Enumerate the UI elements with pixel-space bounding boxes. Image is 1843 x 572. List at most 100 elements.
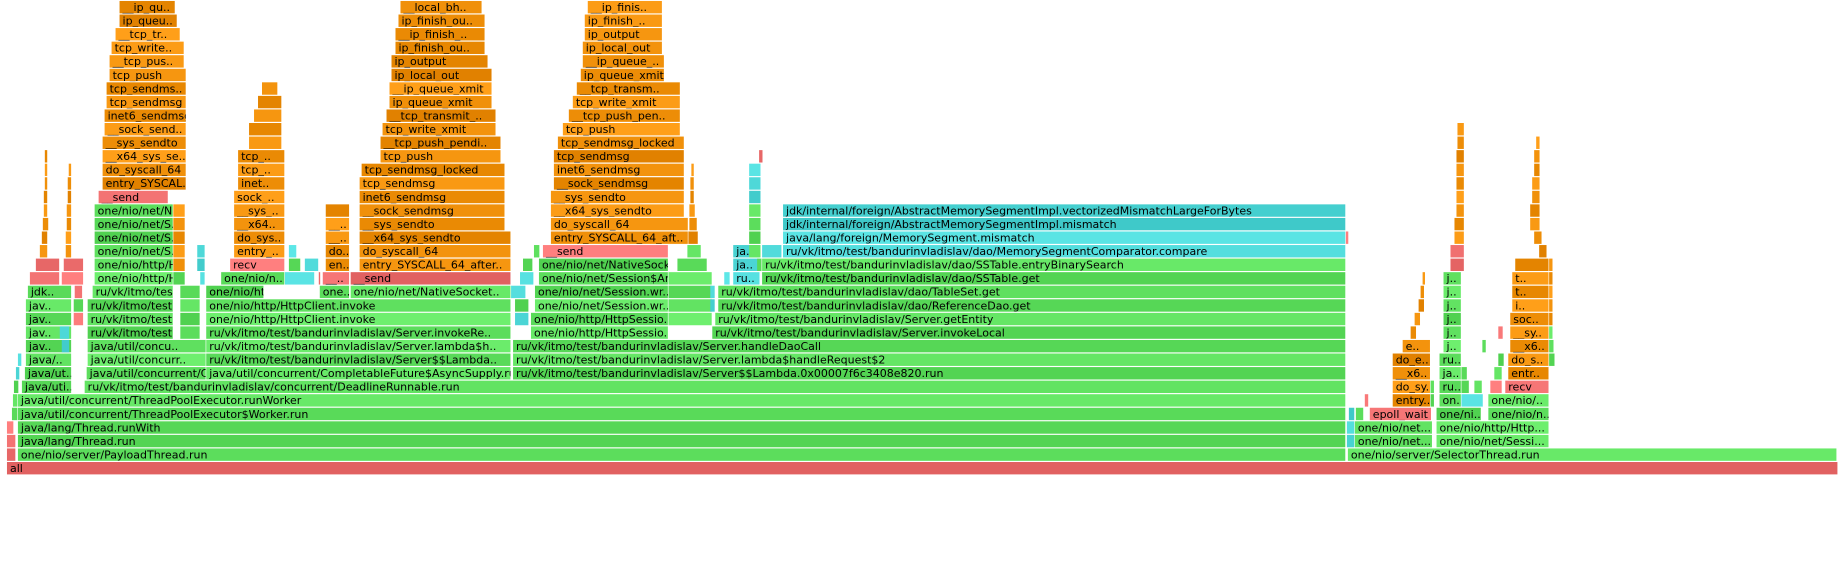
flame-frame-bar[interactable] (13, 380, 19, 394)
flame-frame[interactable]: tcp_write_xmit (382, 123, 496, 136)
flame-frame[interactable] (44, 150, 48, 163)
flame-frame-bar[interactable] (197, 245, 205, 258)
flame-frame[interactable] (42, 217, 49, 231)
flame-frame[interactable]: ru/vk/itmo/test/bandurinvladislav/dao/SS… (762, 272, 1346, 285)
flame-frame-bar[interactable] (1454, 231, 1464, 244)
flame-frame[interactable] (1534, 163, 1540, 177)
flame-frame-bar[interactable] (65, 231, 72, 244)
flame-frame[interactable]: one/nio/net/N.. (94, 204, 180, 217)
flame-frame-bar[interactable] (386, 109, 496, 122)
flame-frame-bar[interactable] (173, 258, 185, 271)
flame-frame-bar[interactable] (238, 150, 285, 163)
flame-frame-bar[interactable] (550, 217, 688, 231)
flame-frame-bar[interactable] (1534, 231, 1542, 244)
flame-frame-bar[interactable] (1346, 421, 1355, 434)
flame-frame[interactable] (1498, 326, 1503, 339)
flame-frame-bar[interactable] (111, 41, 184, 55)
flame-frame-bar[interactable] (206, 353, 511, 366)
flame-frame[interactable]: inet6_sendmsg (553, 163, 684, 177)
flame-frame[interactable] (35, 258, 60, 271)
flame-frame[interactable]: ru/vk/itmo/test/bandurinvladislav/Server… (712, 326, 1346, 339)
flame-frame[interactable] (65, 231, 72, 244)
flame-frame-bar[interactable] (1549, 312, 1553, 326)
flame-frame-bar[interactable] (400, 0, 482, 14)
flame-frame-bar[interactable] (1512, 299, 1549, 312)
flame-frame[interactable] (6, 434, 16, 448)
flame-frame[interactable] (44, 163, 48, 177)
flame-frame-bar[interactable] (562, 123, 680, 136)
flame-frame[interactable]: jav.. (25, 312, 72, 326)
flame-frame-bar[interactable] (515, 299, 529, 312)
flame-frame[interactable] (65, 245, 72, 258)
flame-frame-bar[interactable] (94, 272, 173, 285)
flame-frame-bar[interactable] (1534, 163, 1540, 177)
flame-frame[interactable] (1422, 272, 1425, 285)
flame-frame[interactable] (318, 272, 321, 285)
flame-frame[interactable]: one/nio/net/Sessi... (1436, 434, 1549, 448)
flame-frame[interactable] (173, 272, 185, 285)
flame-frame[interactable]: __sock_sendmsg (359, 204, 505, 217)
flame-frame[interactable] (61, 339, 70, 353)
flame-frame-bar[interactable] (538, 258, 668, 271)
flame-frame[interactable]: ru/vk/itmo/test/bandurinvladislav/Server… (513, 339, 1346, 353)
flame-frame-bar[interactable] (783, 204, 1346, 217)
flame-frame-bar[interactable] (1539, 245, 1547, 258)
flame-frame[interactable]: __local_bh.. (400, 0, 482, 14)
flame-frame-bar[interactable] (92, 285, 173, 299)
flame-frame-bar[interactable] (238, 177, 285, 190)
flame-frame[interactable]: java/util/concurrent/ThreadPoolExecutor$… (17, 407, 1346, 421)
flame-frame[interactable] (677, 258, 707, 271)
flame-frame-bar[interactable] (6, 448, 16, 461)
flame-frame-bar[interactable] (359, 245, 511, 258)
flame-frame[interactable] (1456, 177, 1464, 190)
flame-frame[interactable]: __tcp_push_pendi.. (380, 136, 501, 150)
flame-frame[interactable] (325, 204, 350, 217)
flame-frame-bar[interactable] (1439, 353, 1461, 366)
flame-frame-bar[interactable] (398, 14, 485, 27)
flame-frame[interactable]: inet6_sendmsg (104, 109, 192, 122)
flame-frame-bar[interactable] (668, 272, 712, 285)
flame-frame-bar[interactable] (1494, 367, 1502, 380)
flame-frame-bar[interactable] (1456, 190, 1464, 204)
flame-frame[interactable] (74, 285, 83, 299)
flame-frame-bar[interactable] (1549, 339, 1554, 353)
flame-frame-bar[interactable] (1364, 394, 1369, 407)
flame-frame-bar[interactable] (173, 204, 185, 217)
flame-frame[interactable] (61, 272, 84, 285)
flame-frame-bar[interactable] (584, 14, 662, 27)
flame-frame[interactable]: jdk.. (27, 285, 72, 299)
flame-frame[interactable]: one/nio/net/NativeSock.. (538, 258, 677, 272)
flame-frame-bar[interactable] (73, 299, 84, 312)
flame-frame-bar[interactable] (288, 245, 297, 258)
flame-frame-bar[interactable] (119, 14, 177, 27)
flame-frame-bar[interactable] (61, 339, 70, 353)
flame-frame-bar[interactable] (25, 312, 72, 326)
flame-frame[interactable] (43, 190, 48, 204)
flame-frame-bar[interactable] (749, 245, 761, 258)
flame-frame[interactable] (1364, 394, 1369, 407)
flame-frame-bar[interactable] (1392, 367, 1430, 380)
flame-frame[interactable] (749, 177, 761, 190)
flame-frame[interactable]: tcp_push (380, 150, 501, 163)
flame-frame[interactable]: __ip_queue_.. (582, 55, 664, 68)
flame-frame-bar[interactable] (59, 326, 70, 339)
flame-frame-bar[interactable] (200, 272, 205, 285)
flame-frame[interactable]: tcp_sendmsg_locked (361, 163, 505, 177)
flame-frame-bar[interactable] (94, 245, 173, 258)
flame-frame[interactable] (710, 299, 715, 312)
flame-frame-bar[interactable] (1482, 339, 1486, 353)
flame-frame[interactable] (13, 380, 19, 394)
flame-frame[interactable] (759, 150, 763, 163)
flame-frame-bar[interactable] (690, 190, 694, 204)
flame-frame-bar[interactable] (102, 150, 186, 163)
flame-frame-bar[interactable] (119, 0, 175, 14)
flame-frame-bar[interactable] (553, 150, 684, 163)
flame-frame[interactable] (180, 326, 200, 339)
flame-frame[interactable]: ip_finish_ou.. (398, 14, 485, 28)
flame-frame-bar[interactable] (762, 258, 1346, 271)
flame-frame-bar[interactable] (17, 421, 1346, 434)
flame-frame-bar[interactable] (325, 245, 350, 258)
flame-frame-bar[interactable] (724, 272, 730, 285)
flame-frame-bar[interactable] (173, 272, 185, 285)
flame-frame[interactable]: jav.. (25, 339, 72, 353)
